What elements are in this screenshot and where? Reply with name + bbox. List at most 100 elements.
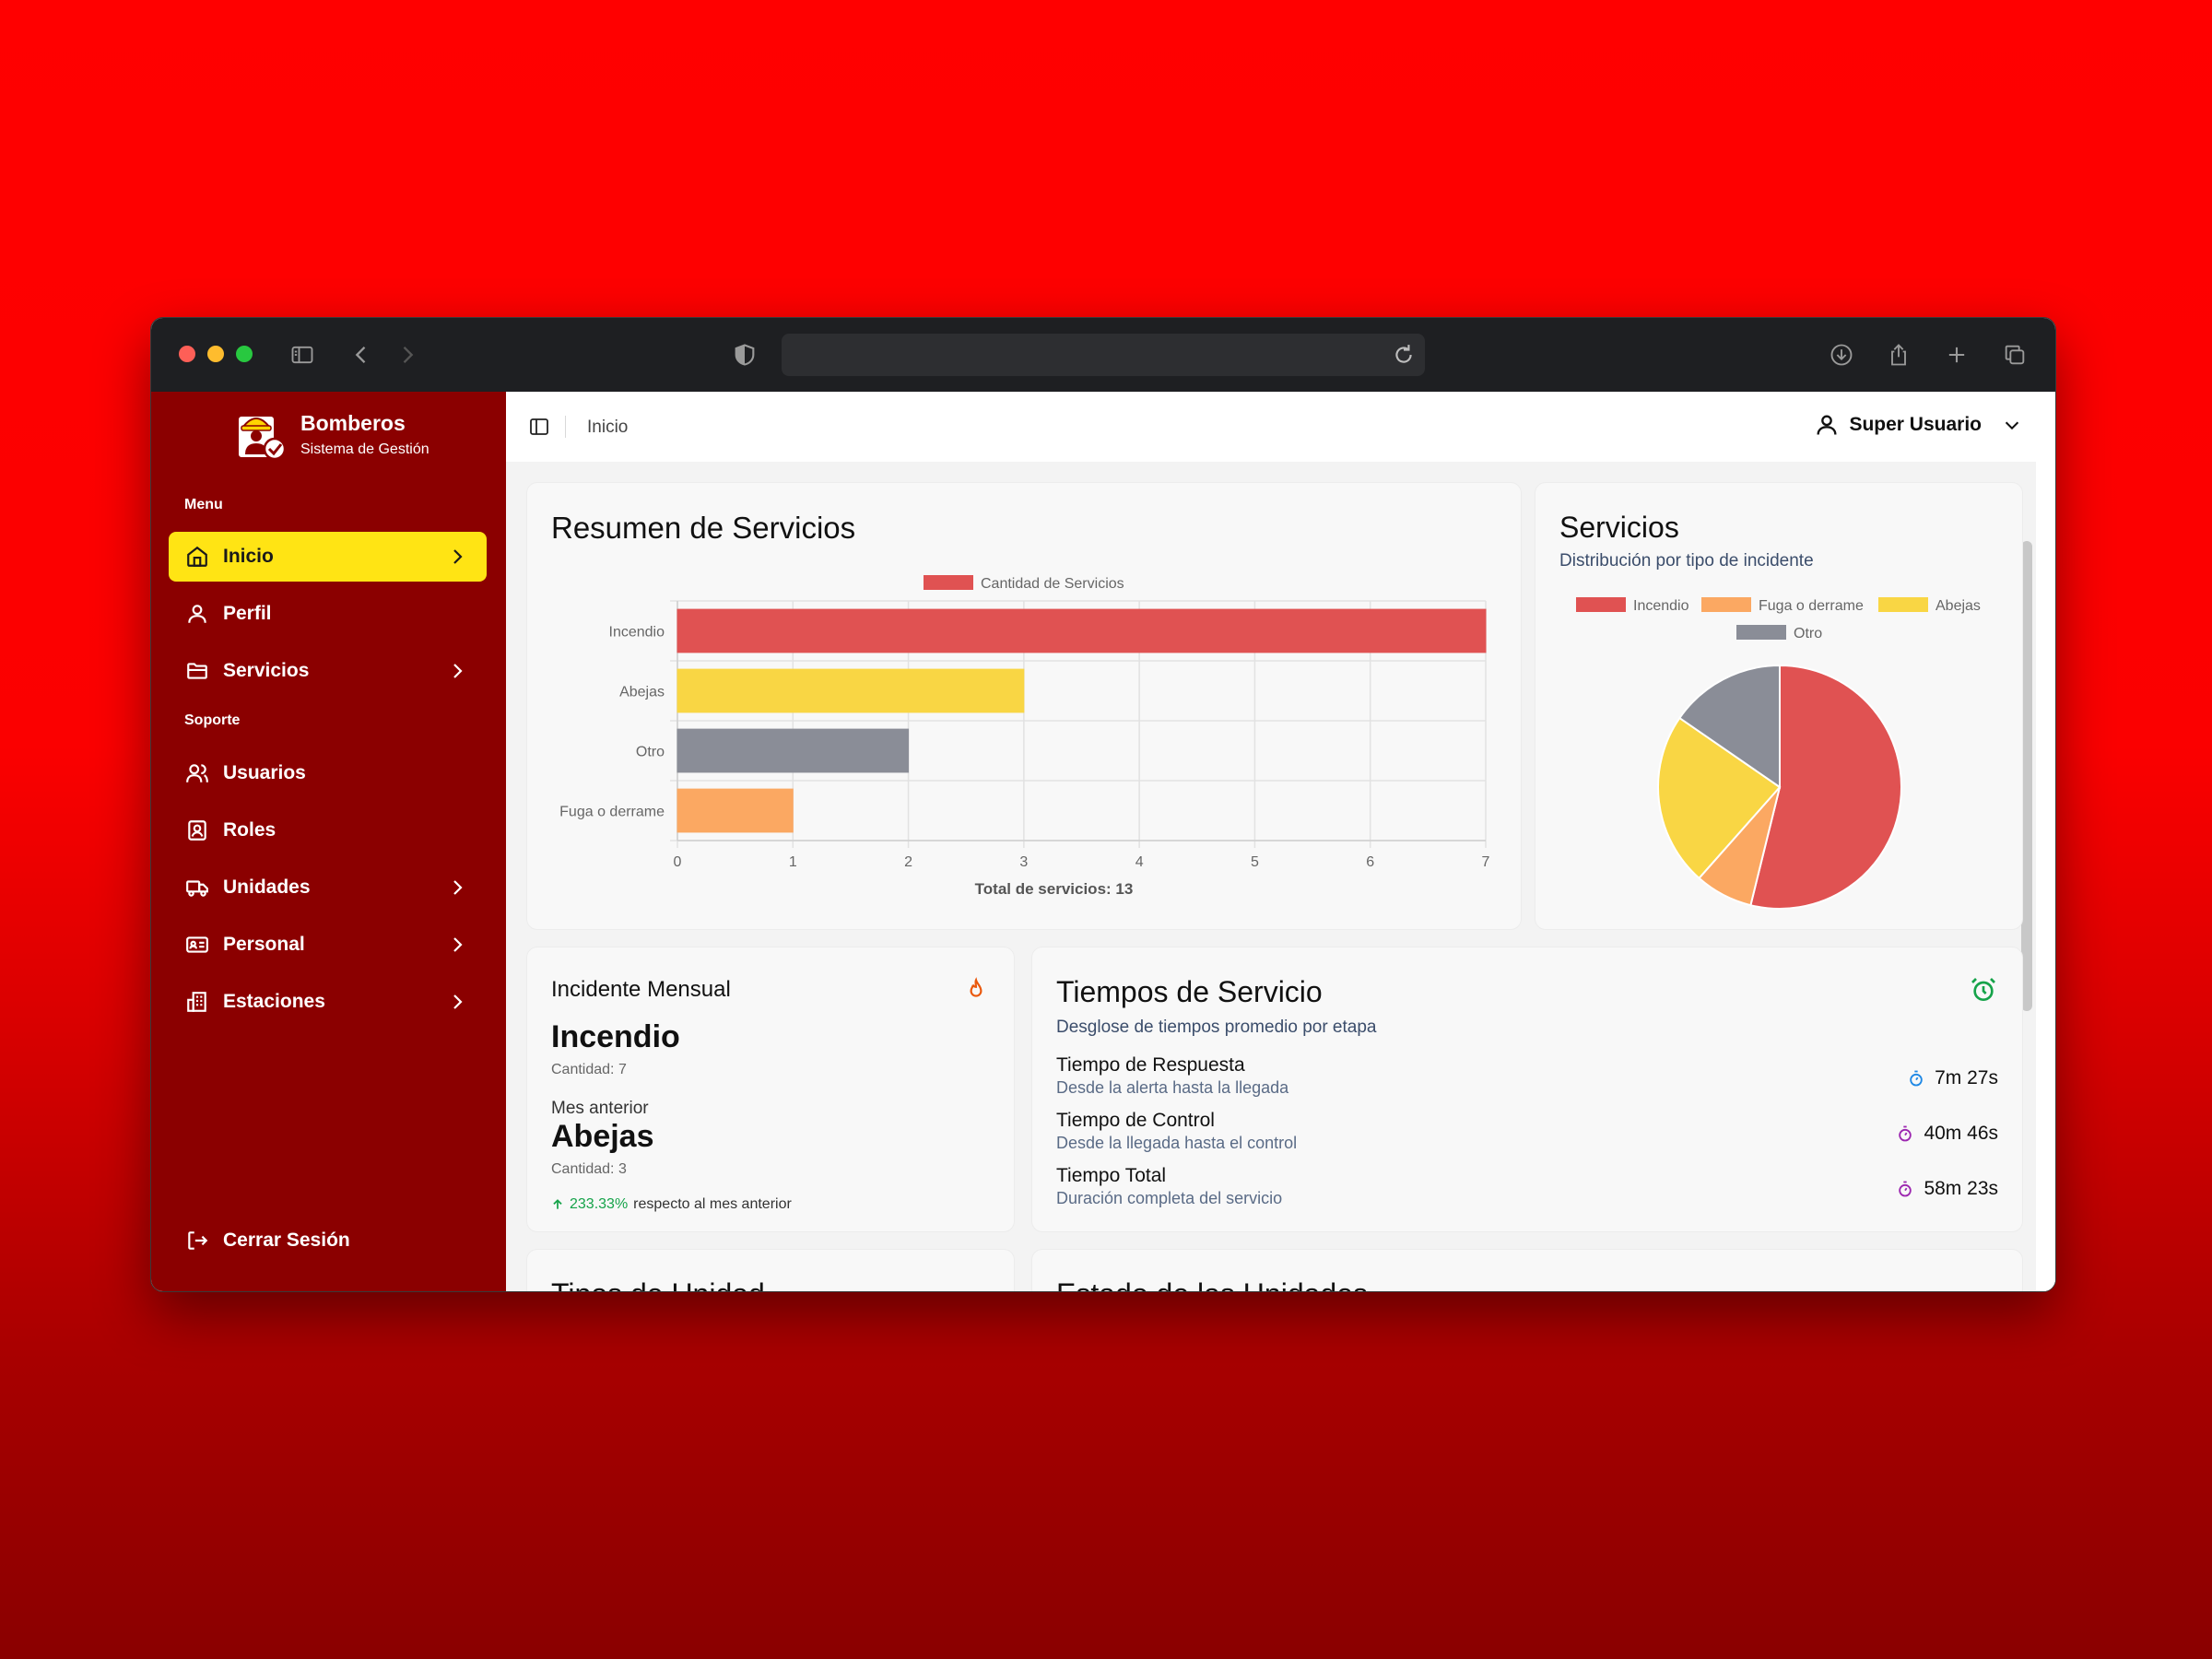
times-subtitle: Desglose de tiempos promedio por etapa [1056, 1018, 1377, 1037]
top-bar: Inicio Super Usuario [506, 392, 2055, 462]
forward-icon[interactable] [393, 340, 422, 370]
bar [677, 788, 794, 833]
x-tick-label: 2 [904, 854, 912, 870]
x-tick-label: 7 [1482, 854, 1490, 870]
legend-label: Fuga o derrame [1759, 598, 1864, 614]
brand[interactable]: Bomberos Sistema de Gestión [232, 405, 429, 464]
download-icon[interactable] [1827, 340, 1856, 370]
user-name: Super Usuario [1849, 414, 1982, 435]
monthly-incident-card: Incidente Mensual Incendio Cantidad: 7 M… [526, 947, 1015, 1232]
pie-chart-card: Servicios Distribución por tipo de incid… [1535, 482, 2023, 930]
close-window-button[interactable] [179, 346, 195, 362]
browser-toolbar [151, 318, 2055, 392]
incident-prev-name: Abejas [551, 1119, 654, 1154]
reload-icon[interactable] [1392, 343, 1416, 367]
time-row-value: 7m 27s [1935, 1067, 1998, 1088]
pie-title: Servicios [1559, 511, 1679, 544]
flame-icon [970, 977, 982, 997]
sidebar-item-label: Unidades [223, 877, 311, 898]
change-text: respecto al mes anterior [633, 1196, 792, 1212]
x-tick-label: 5 [1251, 854, 1259, 870]
maximize-window-button[interactable] [236, 346, 253, 362]
minimize-window-button[interactable] [207, 346, 224, 362]
sidebar-item-usuarios[interactable]: Usuarios [169, 748, 487, 798]
chevron-right-icon [453, 994, 463, 1009]
stopwatch-icon [1899, 1125, 1912, 1142]
privacy-shield-icon[interactable] [730, 340, 759, 370]
bar [677, 668, 1025, 713]
time-row-label: Tiempo Total [1056, 1165, 1167, 1186]
previous-month-label: Mes anterior [551, 1099, 649, 1118]
summary-title: Resumen de Servicios [551, 511, 856, 545]
time-row-desc: Desde la llegada hasta el control [1056, 1134, 1298, 1152]
legend-label: Incendio [1633, 598, 1689, 614]
bar [677, 608, 1487, 653]
legend-label: Otro [1794, 626, 1822, 641]
sidebar: Bomberos Sistema de Gestión Menu Inicio … [151, 392, 506, 1291]
new-tab-icon[interactable] [1942, 340, 1971, 370]
alarm-clock-icon [1971, 978, 1995, 1001]
tabs-overview-icon[interactable] [2000, 340, 2030, 370]
x-axis-title: Total de servicios: 13 [975, 880, 1134, 898]
times-title: Tiempos de Servicio [1056, 975, 1323, 1008]
id-badge-icon [184, 818, 210, 843]
pie-slice [1677, 664, 1781, 789]
address-bar[interactable] [782, 334, 1425, 376]
section-label-soporte: Soporte [184, 712, 241, 728]
arrow-up-icon [553, 1199, 562, 1209]
dashboard-content: Resumen de Servicios Cantidad de Servici… [506, 462, 2036, 1291]
sidebar-item-label: Roles [223, 819, 276, 841]
sidebar-item-unidades[interactable]: Unidades [169, 863, 487, 912]
time-row-value-wrap: 7m 27s [1907, 1067, 1998, 1089]
bar-chart: Cantidad de Servicios 0 1 2 3 4 5 6 7 Incendio Abe… [559, 575, 1490, 898]
sidebar-item-inicio[interactable]: Inicio [169, 532, 487, 582]
firefighter-logo-icon [237, 415, 287, 461]
back-icon[interactable] [347, 340, 376, 370]
time-row-value-wrap: 58m 23s [1896, 1178, 1998, 1200]
truck-icon [184, 875, 210, 900]
scrollbar[interactable] [2021, 541, 2032, 1011]
change-row: 233.33% respecto al mes anterior [551, 1196, 792, 1213]
sidebar-item-perfil[interactable]: Perfil [169, 589, 487, 639]
sidebar-toggle-icon[interactable] [288, 340, 317, 370]
y-tick-label: Otro [636, 745, 665, 760]
user-icon [1817, 415, 1837, 435]
user-menu[interactable]: Super Usuario [1814, 412, 2022, 438]
users-icon [184, 760, 210, 786]
pie-slice [1749, 664, 1902, 910]
sidebar-item-servicios[interactable]: Servicios [169, 646, 487, 696]
legend-swatch [1878, 597, 1928, 612]
time-row-value: 40m 46s [1924, 1123, 1998, 1144]
user-icon [184, 601, 210, 627]
topbar-divider [565, 416, 566, 438]
sidebar-item-personal[interactable]: Personal [169, 920, 487, 970]
x-tick-label: 4 [1135, 854, 1144, 870]
time-row-desc: Duración completa del servicio [1056, 1189, 1283, 1207]
building-icon [184, 989, 210, 1015]
pie-slice [1657, 716, 1782, 880]
brand-title: Bomberos [300, 410, 406, 435]
share-icon[interactable] [1884, 340, 1913, 370]
breadcrumb[interactable]: Inicio [587, 418, 629, 437]
panel-toggle-icon[interactable] [528, 416, 550, 438]
legend-swatch [924, 575, 973, 590]
sidebar-item-label: Usuarios [223, 762, 306, 783]
y-tick-label: Fuga o derrame [559, 805, 665, 820]
sidebar-item-roles[interactable]: Roles [169, 806, 487, 855]
sidebar-item-label: Inicio [223, 546, 274, 567]
bar [677, 728, 910, 773]
logout-button[interactable]: Cerrar Sesión [169, 1216, 487, 1265]
sidebar-item-label: Personal [223, 934, 305, 955]
x-tick-label: 6 [1366, 854, 1374, 870]
browser-window: Bomberos Sistema de Gestión Menu Inicio … [150, 317, 2056, 1292]
sidebar-item-label: Servicios [223, 660, 310, 681]
y-tick-label: Incendio [609, 625, 665, 641]
chevron-right-icon [453, 937, 463, 952]
x-tick-label: 3 [1019, 854, 1028, 870]
time-row-value-wrap: 40m 46s [1896, 1123, 1998, 1145]
sidebar-item-label: Perfil [223, 603, 272, 624]
legend-label: Abejas [1936, 598, 1981, 614]
change-value: 233.33% [570, 1196, 629, 1212]
sidebar-item-estaciones[interactable]: Estaciones [169, 977, 487, 1027]
time-row-label: Tiempo de Control [1056, 1110, 1215, 1131]
